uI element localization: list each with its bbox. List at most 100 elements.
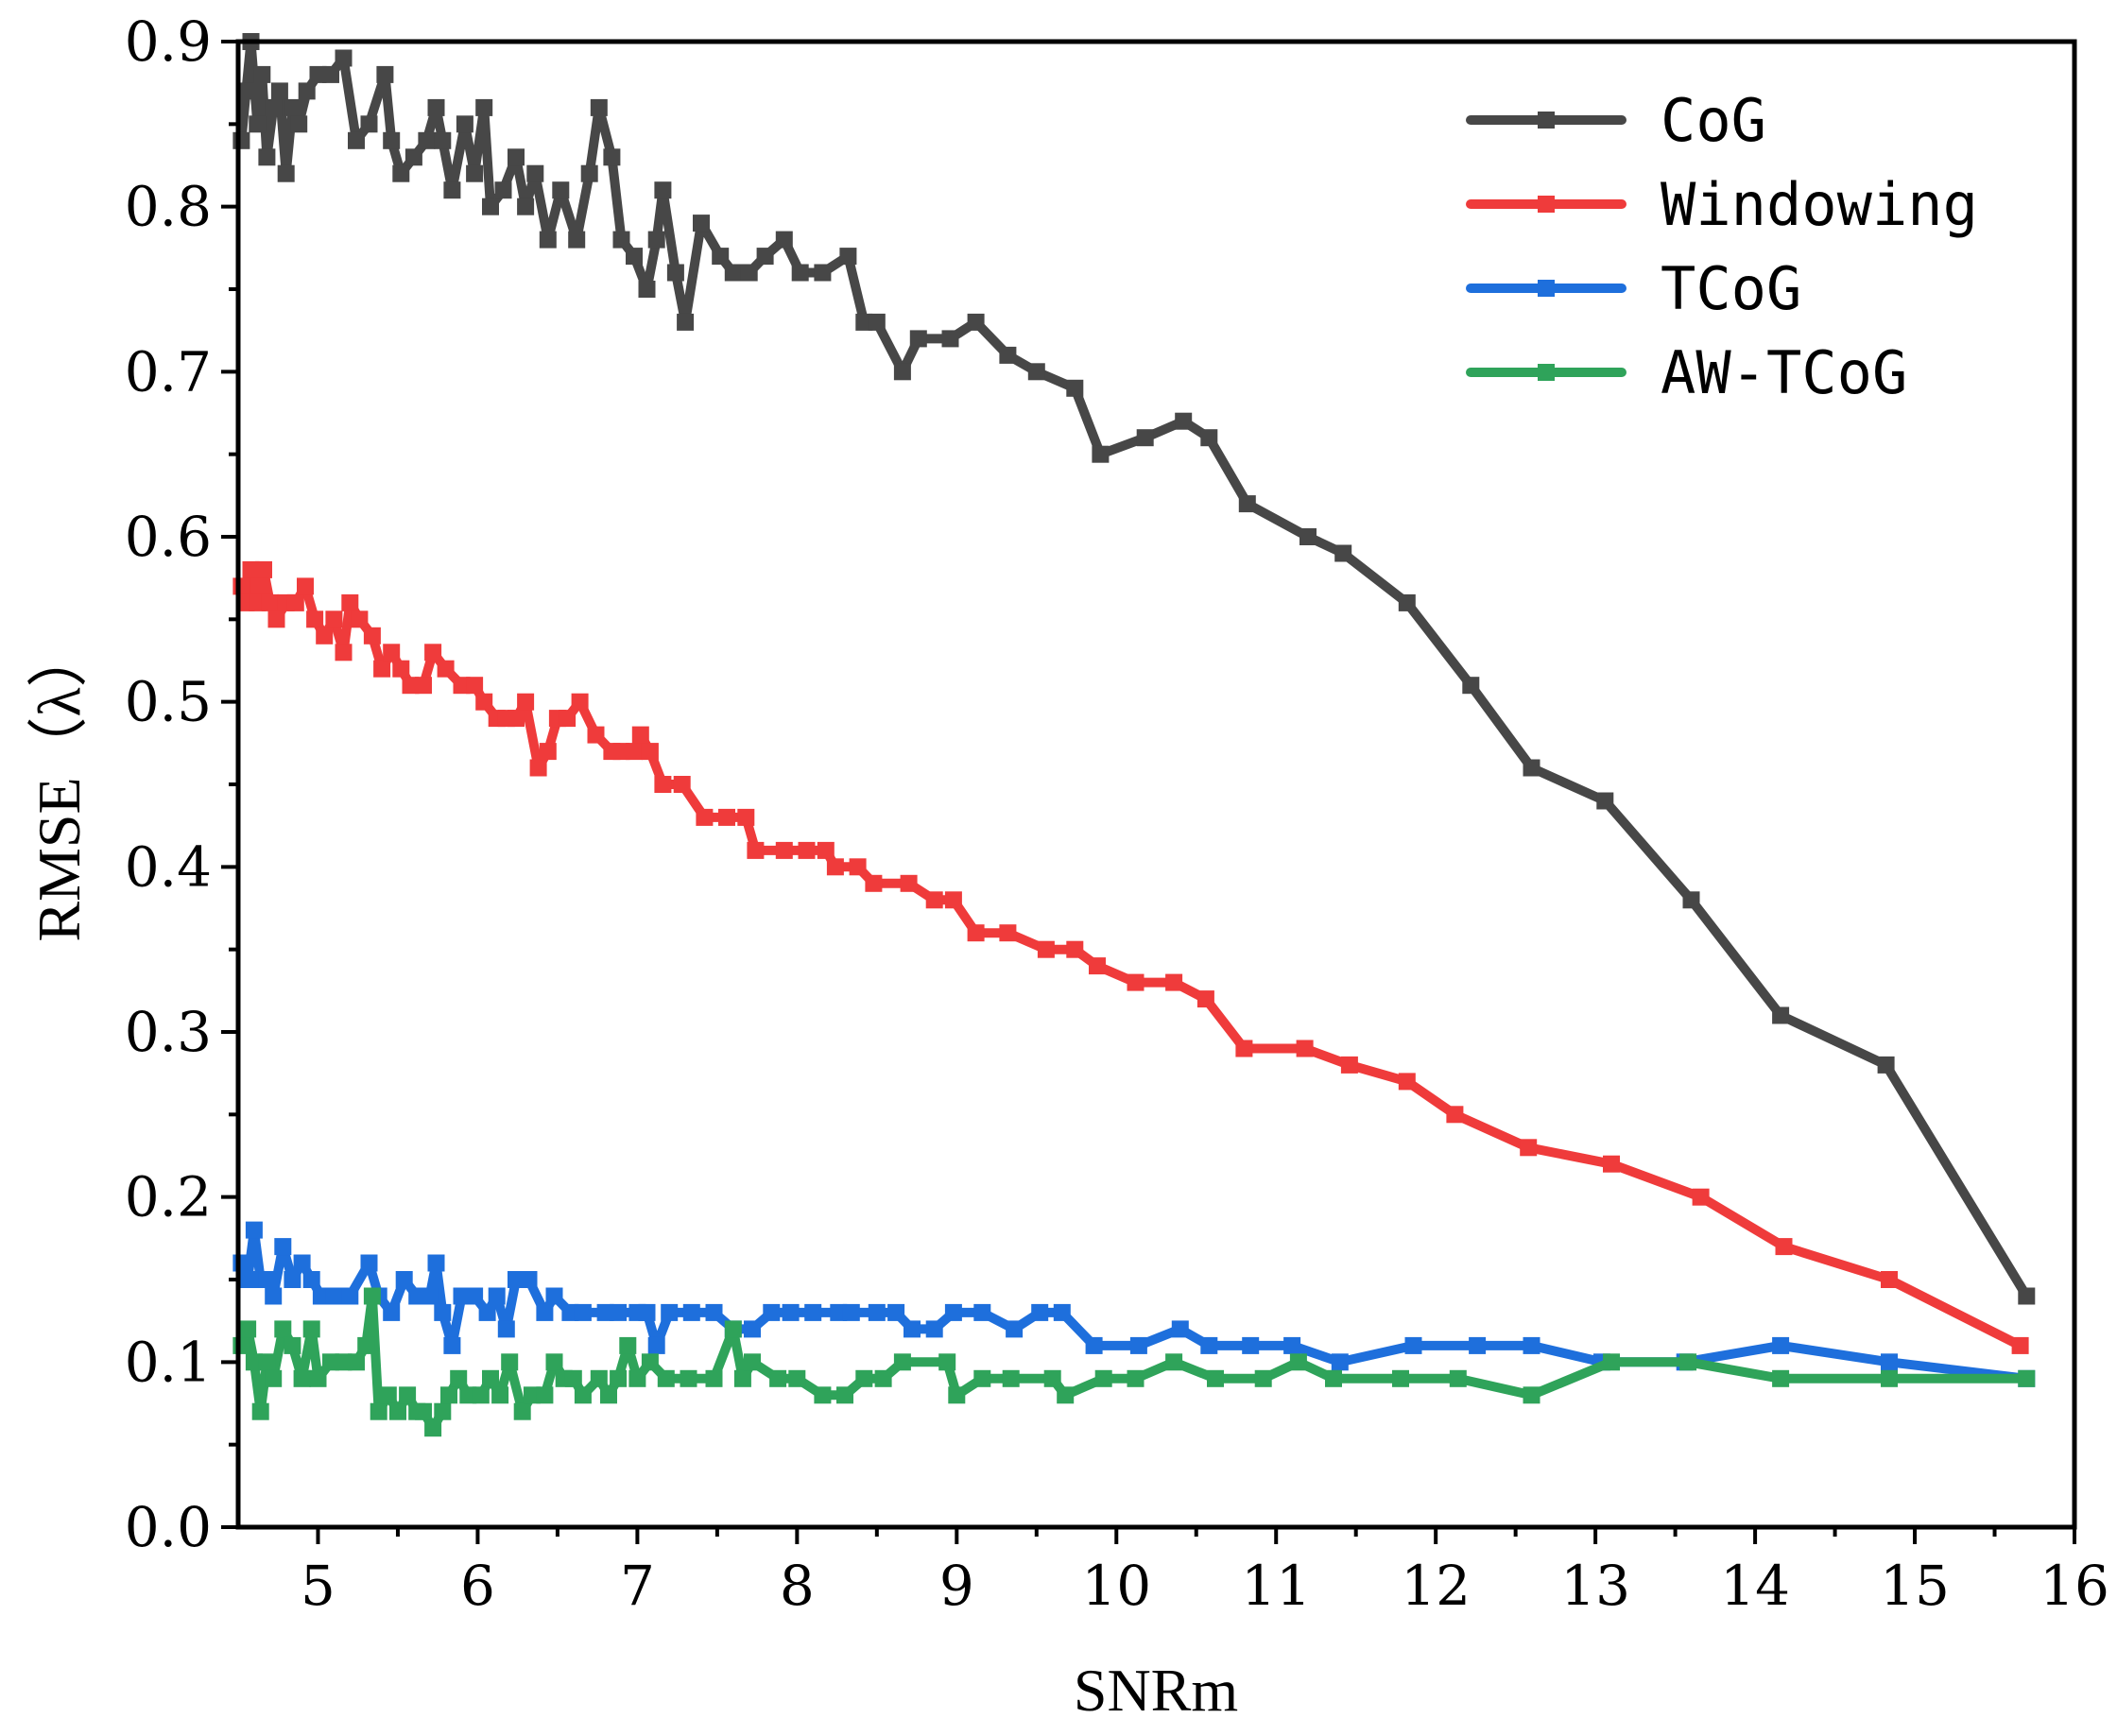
data-point-tcog-2 bbox=[245, 1221, 263, 1239]
data-point-aw-tcog-7 bbox=[284, 1336, 301, 1354]
x-tick-label-8: 8 bbox=[780, 1554, 815, 1618]
data-point-cog-38 bbox=[603, 148, 621, 166]
data-point-tcog-70 bbox=[1881, 1353, 1898, 1371]
data-point-cog-40 bbox=[626, 248, 643, 266]
data-point-aw-tcog-37 bbox=[574, 1386, 592, 1404]
data-point-aw-tcog-6 bbox=[274, 1320, 292, 1338]
series-cog bbox=[232, 33, 2036, 1305]
legend-item-cog: CoG bbox=[1466, 86, 1766, 155]
x-tick-label-11: 11 bbox=[1241, 1554, 1311, 1618]
data-point-windowing-21 bbox=[415, 677, 432, 695]
series-tcog bbox=[232, 1221, 2036, 1387]
data-point-aw-tcog-77 bbox=[2018, 1369, 2036, 1387]
series-aw-tcog bbox=[232, 1287, 2036, 1437]
data-point-windowing-11 bbox=[316, 627, 334, 645]
data-point-tcog-29 bbox=[536, 1303, 554, 1321]
legend-swatch-marker-windowing bbox=[1538, 196, 1555, 213]
y-tick-label-0.8: 0.8 bbox=[125, 175, 212, 239]
data-point-windowing-0 bbox=[232, 577, 250, 595]
legend-label-windowing: Windowing bbox=[1661, 170, 1978, 239]
data-point-tcog-54 bbox=[1006, 1320, 1024, 1338]
data-point-cog-52 bbox=[791, 264, 809, 282]
data-point-cog-78 bbox=[2018, 1287, 2036, 1305]
data-point-windowing-68 bbox=[1398, 1073, 1416, 1091]
data-point-aw-tcog-62 bbox=[1057, 1386, 1075, 1404]
data-point-windowing-19 bbox=[392, 660, 410, 678]
data-point-aw-tcog-41 bbox=[619, 1336, 637, 1354]
data-point-cog-39 bbox=[612, 231, 630, 249]
data-point-cog-64 bbox=[1092, 445, 1110, 463]
data-point-aw-tcog-47 bbox=[724, 1320, 742, 1338]
data-point-windowing-49 bbox=[798, 841, 816, 859]
data-point-cog-56 bbox=[868, 313, 886, 331]
data-point-cog-16 bbox=[360, 115, 378, 133]
data-point-tcog-58 bbox=[1129, 1336, 1147, 1354]
data-point-tcog-38 bbox=[661, 1303, 679, 1321]
data-point-windowing-45 bbox=[718, 808, 735, 826]
data-point-windowing-35 bbox=[571, 693, 589, 711]
data-point-windowing-15 bbox=[351, 610, 369, 628]
data-point-cog-5 bbox=[258, 148, 276, 166]
data-point-aw-tcog-74 bbox=[1679, 1353, 1697, 1371]
data-point-cog-54 bbox=[839, 248, 857, 266]
data-point-cog-3 bbox=[249, 115, 267, 133]
data-point-cog-68 bbox=[1238, 495, 1256, 513]
data-point-tcog-57 bbox=[1085, 1336, 1103, 1354]
data-point-cog-17 bbox=[376, 65, 394, 83]
data-point-cog-27 bbox=[475, 98, 493, 116]
data-point-tcog-51 bbox=[925, 1320, 943, 1338]
data-point-windowing-8 bbox=[286, 593, 304, 611]
data-point-windowing-71 bbox=[1603, 1155, 1620, 1173]
data-point-tcog-55 bbox=[1031, 1303, 1049, 1321]
data-point-cog-6 bbox=[265, 98, 283, 116]
data-point-tcog-28 bbox=[520, 1271, 538, 1288]
data-point-aw-tcog-58 bbox=[948, 1386, 966, 1404]
data-point-tcog-0 bbox=[232, 1254, 250, 1272]
tick-layer: 5 6 7 8 9 10 11 12 13 14 15 16 0.0 0.1 0.2 0.3 0.4 0.5 0.6… bbox=[125, 9, 2109, 1618]
data-point-cog-32 bbox=[526, 164, 544, 182]
data-point-cog-43 bbox=[654, 181, 672, 199]
data-point-cog-53 bbox=[814, 264, 832, 282]
data-point-cog-31 bbox=[517, 198, 535, 215]
data-point-aw-tcog-30 bbox=[501, 1353, 519, 1371]
data-point-aw-tcog-49 bbox=[744, 1353, 761, 1371]
data-point-windowing-36 bbox=[587, 726, 605, 744]
data-point-windowing-29 bbox=[508, 710, 525, 728]
x-tick-label-5: 5 bbox=[301, 1554, 336, 1618]
data-point-cog-47 bbox=[712, 248, 730, 266]
x-tick-label-10: 10 bbox=[1081, 1554, 1151, 1618]
data-point-windowing-63 bbox=[1165, 973, 1183, 991]
data-point-windowing-75 bbox=[2011, 1336, 2029, 1354]
data-point-aw-tcog-71 bbox=[1449, 1369, 1467, 1387]
x-tick-label-15: 15 bbox=[1880, 1554, 1950, 1618]
data-point-windowing-64 bbox=[1196, 990, 1214, 1008]
data-point-windowing-17 bbox=[373, 660, 391, 678]
y-tick-label-0.1: 0.1 bbox=[125, 1330, 212, 1394]
data-point-aw-tcog-17 bbox=[379, 1386, 397, 1404]
data-point-cog-22 bbox=[427, 98, 445, 116]
data-point-windowing-60 bbox=[1066, 940, 1084, 958]
y-tick-label-0.0: 0.0 bbox=[125, 1495, 212, 1559]
data-point-tcog-56 bbox=[1053, 1303, 1071, 1321]
data-point-tcog-52 bbox=[944, 1303, 962, 1321]
data-point-aw-tcog-4 bbox=[258, 1353, 276, 1371]
data-point-cog-46 bbox=[693, 215, 710, 232]
data-point-tcog-5 bbox=[265, 1287, 283, 1305]
data-point-tcog-34 bbox=[610, 1303, 628, 1321]
data-point-tcog-15 bbox=[383, 1303, 401, 1321]
data-point-tcog-45 bbox=[804, 1303, 822, 1321]
data-point-cog-7 bbox=[270, 82, 288, 100]
data-point-cog-60 bbox=[967, 313, 985, 331]
data-point-tcog-69 bbox=[1772, 1336, 1790, 1354]
data-point-aw-tcog-29 bbox=[491, 1386, 509, 1404]
data-point-cog-10 bbox=[290, 115, 308, 133]
data-point-cog-30 bbox=[508, 148, 525, 166]
data-point-windowing-46 bbox=[737, 808, 755, 826]
data-point-windowing-52 bbox=[849, 858, 867, 876]
data-point-tcog-66 bbox=[1523, 1336, 1540, 1354]
y-tick-label-0.9: 0.9 bbox=[125, 9, 212, 74]
data-point-cog-42 bbox=[647, 231, 665, 249]
data-point-windowing-70 bbox=[1520, 1139, 1538, 1157]
data-point-aw-tcog-59 bbox=[973, 1369, 991, 1387]
data-point-tcog-61 bbox=[1242, 1336, 1260, 1354]
